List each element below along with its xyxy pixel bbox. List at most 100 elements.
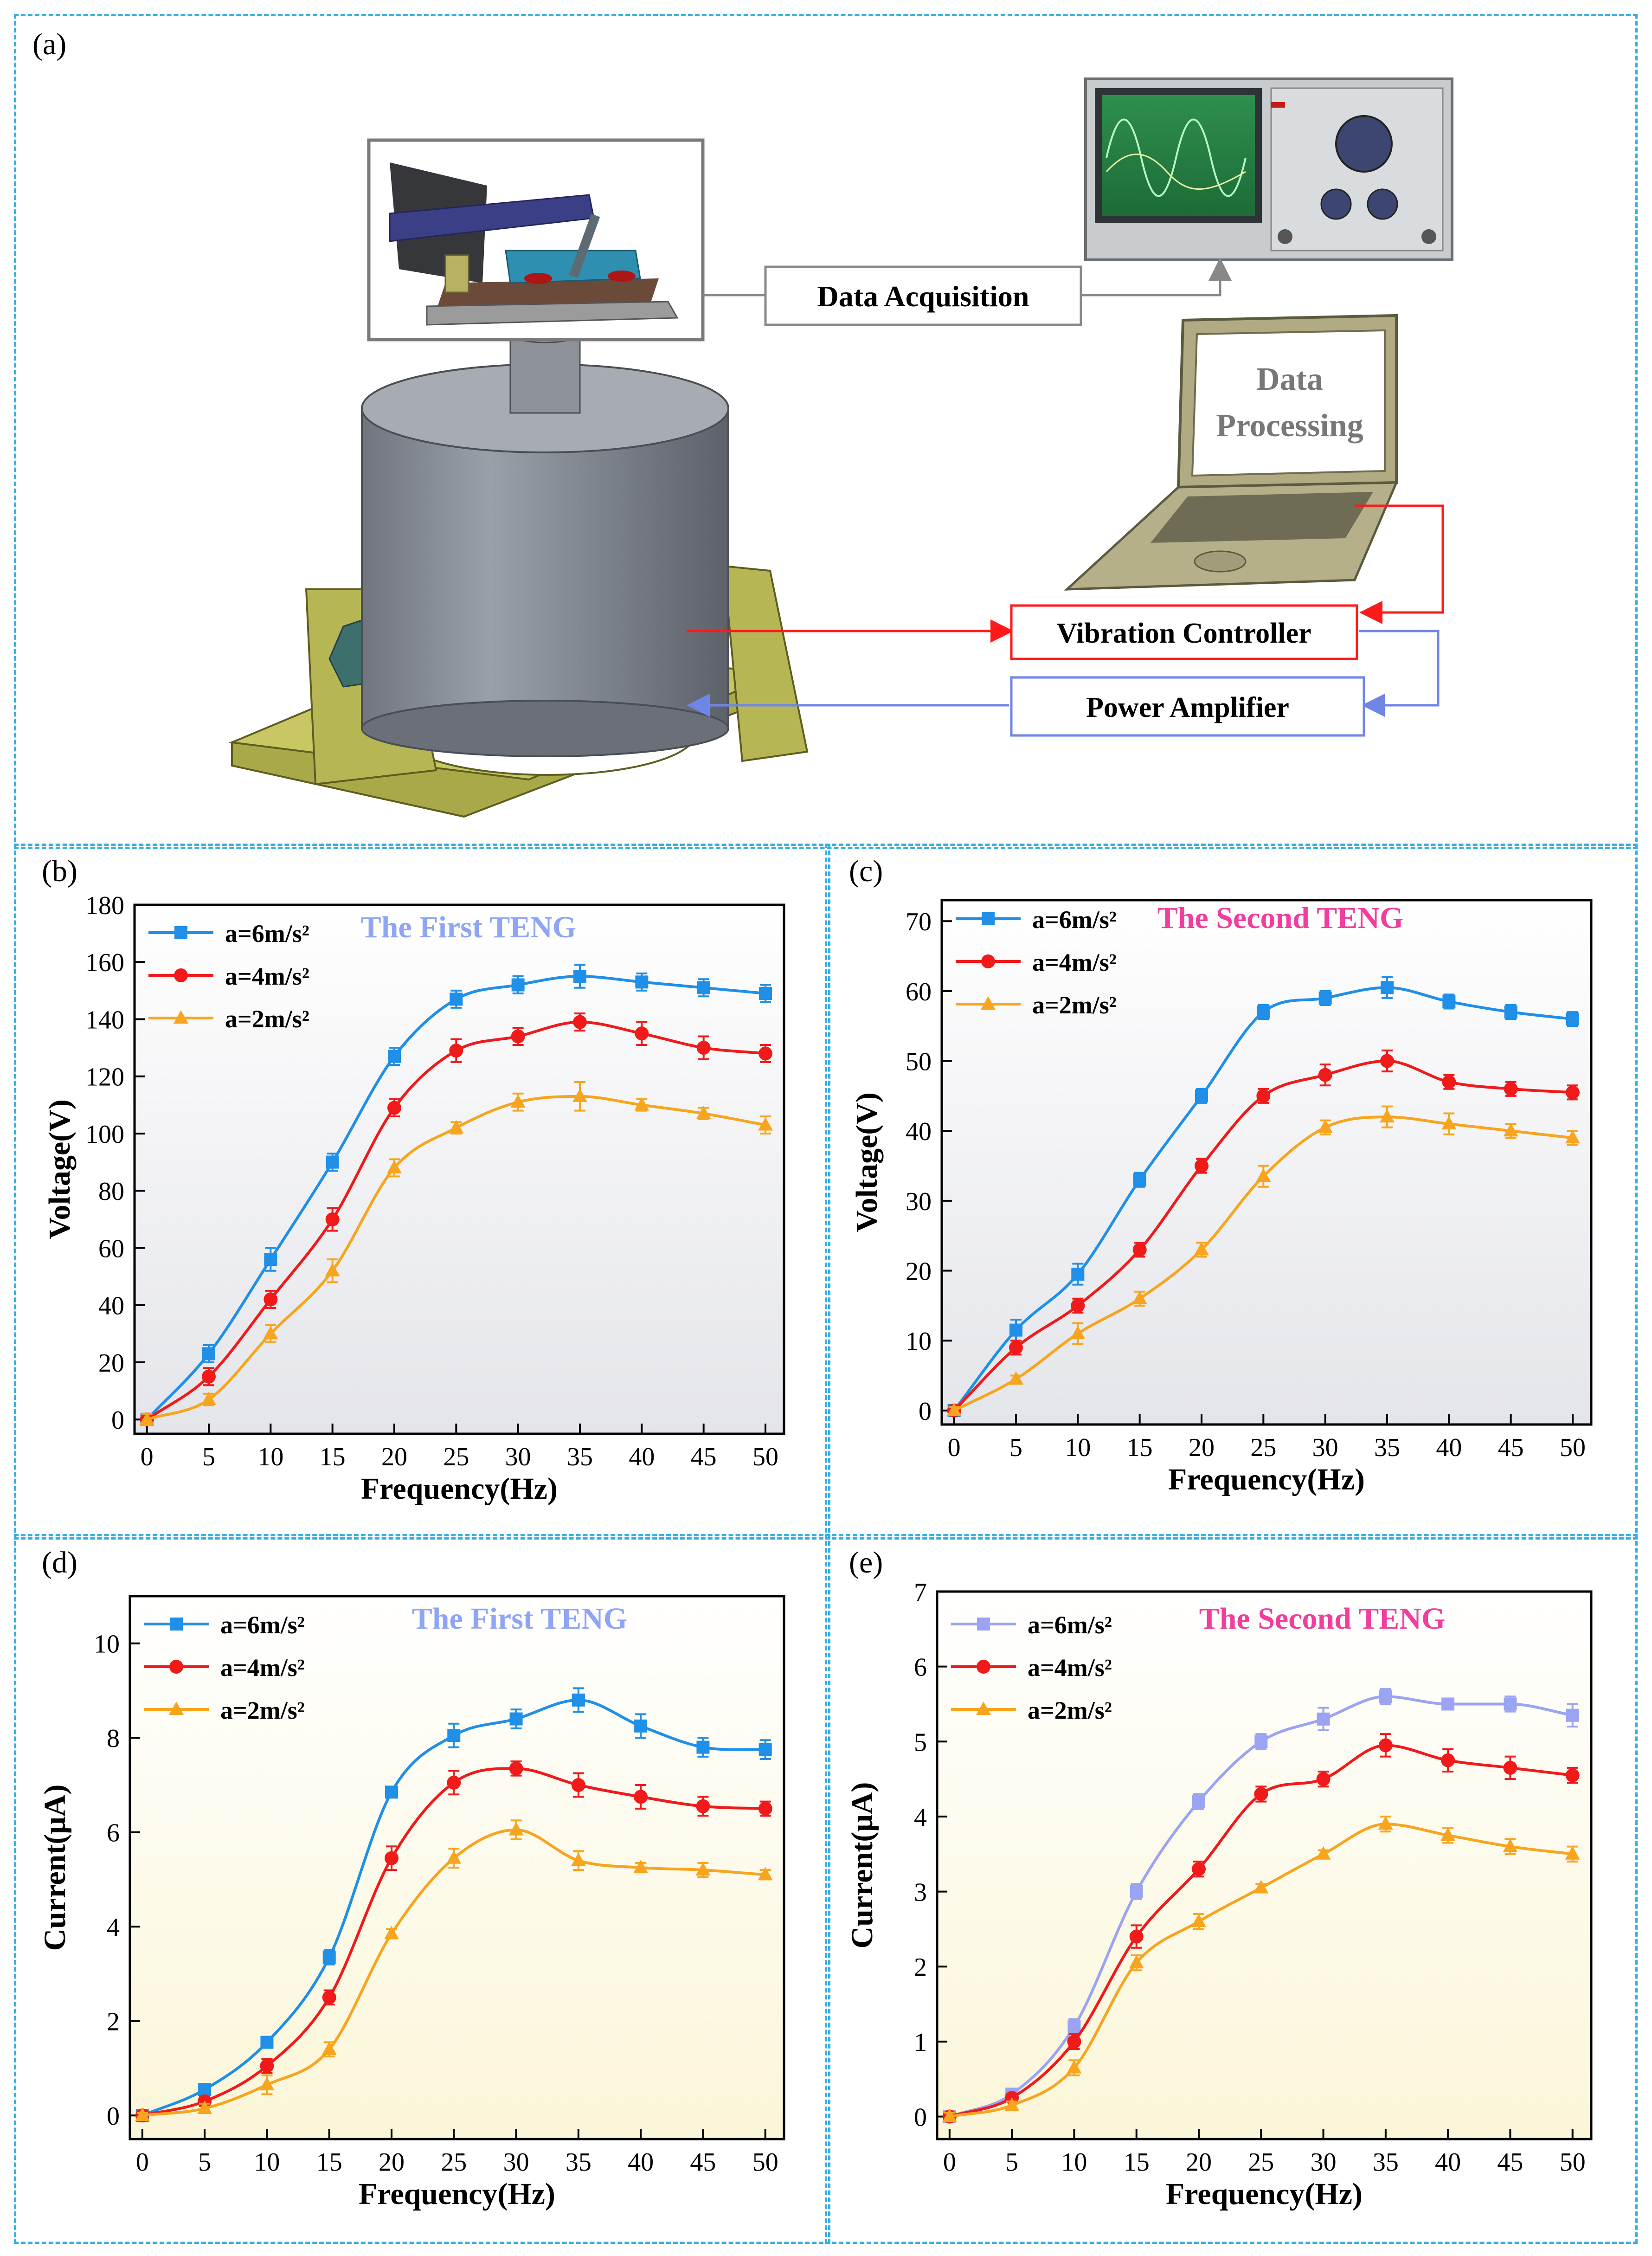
marker-square xyxy=(1566,1012,1579,1026)
x-tick-label: 10 xyxy=(1061,2148,1087,2177)
panel-d-frame xyxy=(14,1534,830,2244)
marker-circle xyxy=(509,1761,523,1776)
y-tick-label: 3 xyxy=(914,1878,927,1907)
marker-circle xyxy=(1256,1089,1271,1103)
marker-circle xyxy=(322,1990,336,2005)
y-tick-label: 0 xyxy=(111,1406,124,1435)
series-line xyxy=(953,1059,1573,1412)
marker-square xyxy=(1009,1323,1022,1337)
marker-square xyxy=(1133,1173,1146,1186)
y-tick-label: 140 xyxy=(85,1006,124,1034)
y-tick-label: 160 xyxy=(85,948,124,977)
marker-triangle xyxy=(384,1926,399,1940)
power-amplifier-label: Power Amplifier xyxy=(1086,692,1289,723)
marker-triangle xyxy=(321,2041,337,2055)
marker-circle xyxy=(387,1101,401,1115)
marker-triangle xyxy=(1194,1242,1209,1256)
marker-square xyxy=(635,975,649,989)
x-tick-label: 50 xyxy=(752,1443,778,1471)
y-tick-label: 2 xyxy=(107,2008,120,2037)
laptop-to-controller-arrow xyxy=(1355,504,1444,624)
marker-triangle xyxy=(197,2100,212,2114)
marker-circle xyxy=(174,968,188,982)
y-tick-label: 10 xyxy=(906,1327,932,1356)
y-tick-label: 30 xyxy=(906,1187,932,1216)
marker-triangle xyxy=(1253,1880,1269,1894)
marker-circle xyxy=(1380,1054,1394,1068)
power-amplifier-box: Power Amplifier xyxy=(1010,676,1365,737)
x-tick-label: 10 xyxy=(1065,1433,1091,1462)
marker-triangle xyxy=(508,1822,524,1836)
marker-circle xyxy=(634,1790,648,1804)
test-setup-schematic: Data Processing Data Acquisition Vibrati… xyxy=(228,77,1453,818)
marker-triangle xyxy=(1191,1914,1206,1927)
marker-triangle xyxy=(634,1097,649,1111)
marker-square xyxy=(572,1693,585,1707)
marker-circle xyxy=(1009,1341,1023,1355)
marker-circle xyxy=(1442,1075,1456,1089)
legend-label: a=4m/s² xyxy=(225,962,309,990)
controller-to-amplifier-arrow xyxy=(1359,630,1440,717)
marker-circle xyxy=(696,1799,710,1813)
series-line xyxy=(949,1823,1573,2118)
x-tick-label: 15 xyxy=(1127,1433,1153,1462)
marker-square xyxy=(385,1785,398,1799)
x-tick-label: 40 xyxy=(629,1443,655,1471)
vibration-controller-box: Vibration Controller xyxy=(1010,604,1358,660)
data-acquisition-label: Data Acquisition xyxy=(817,280,1029,313)
y-tick-label: 6 xyxy=(107,1819,120,1848)
y-tick-label: 70 xyxy=(906,908,932,936)
marker-triangle xyxy=(1256,1168,1271,1182)
y-tick-label: 7 xyxy=(914,1578,927,1607)
x-tick-label: 35 xyxy=(1373,2148,1399,2177)
panel-c-frame xyxy=(825,844,1638,1540)
marker-square xyxy=(1195,1089,1208,1102)
marker-circle xyxy=(759,1046,772,1061)
marker-triangle xyxy=(1378,1816,1393,1830)
marker-triangle xyxy=(446,1850,462,1864)
x-tick-label: 25 xyxy=(1250,1433,1276,1462)
marker-triangle xyxy=(139,1412,154,1425)
marker-square xyxy=(1442,995,1456,1008)
marker-square xyxy=(1192,1795,1205,1808)
marker-circle xyxy=(977,1660,990,1674)
legend-label: a=6m/s² xyxy=(220,1611,305,1639)
marker-square xyxy=(1504,1006,1517,1019)
x-tick-label: 35 xyxy=(1374,1433,1400,1462)
marker-square xyxy=(388,1050,401,1063)
y-tick-label: 1 xyxy=(914,2028,927,2057)
x-tick-label: 25 xyxy=(1248,2148,1274,2177)
x-tick-label: 15 xyxy=(320,1443,346,1471)
y-tick-label: 60 xyxy=(98,1234,124,1263)
marker-circle xyxy=(202,1369,216,1384)
y-tick-label: 4 xyxy=(107,1913,120,1942)
x-tick-label: 15 xyxy=(316,2148,342,2177)
marker-triangle xyxy=(1441,1116,1457,1130)
marker-triangle xyxy=(1318,1119,1333,1133)
legend-label: a=6m/s² xyxy=(225,920,309,948)
y-tick-label: 120 xyxy=(85,1063,124,1092)
marker-square xyxy=(326,1155,339,1169)
marker-square xyxy=(634,1719,648,1733)
series-line xyxy=(146,1020,766,1421)
y-tick-label: 80 xyxy=(98,1177,124,1206)
y-tick-label: 180 xyxy=(85,891,124,920)
marker-triangle xyxy=(1004,2097,1020,2111)
marker-circle xyxy=(1254,1787,1268,1801)
y-tick-label: 10 xyxy=(94,1630,120,1659)
x-tick-label: 45 xyxy=(691,1443,717,1471)
y-tick-label: 5 xyxy=(914,1728,927,1757)
series-line xyxy=(146,1095,766,1421)
marker-circle xyxy=(260,2059,274,2073)
x-tick-label: 40 xyxy=(628,2148,654,2177)
y-tick-label: 8 xyxy=(107,1724,120,1753)
x-tick-label: 30 xyxy=(1311,2148,1337,2177)
marker-triangle xyxy=(263,1326,278,1340)
chart-title: The First TENG xyxy=(361,910,576,944)
marker-square xyxy=(202,1347,215,1360)
panel-c-label: (c) xyxy=(849,854,883,888)
marker-triangle xyxy=(1316,1846,1331,1860)
y-axis-label: Current(μA) xyxy=(845,1782,879,1949)
x-axis-label: Frequency(Hz) xyxy=(1168,1463,1365,1496)
